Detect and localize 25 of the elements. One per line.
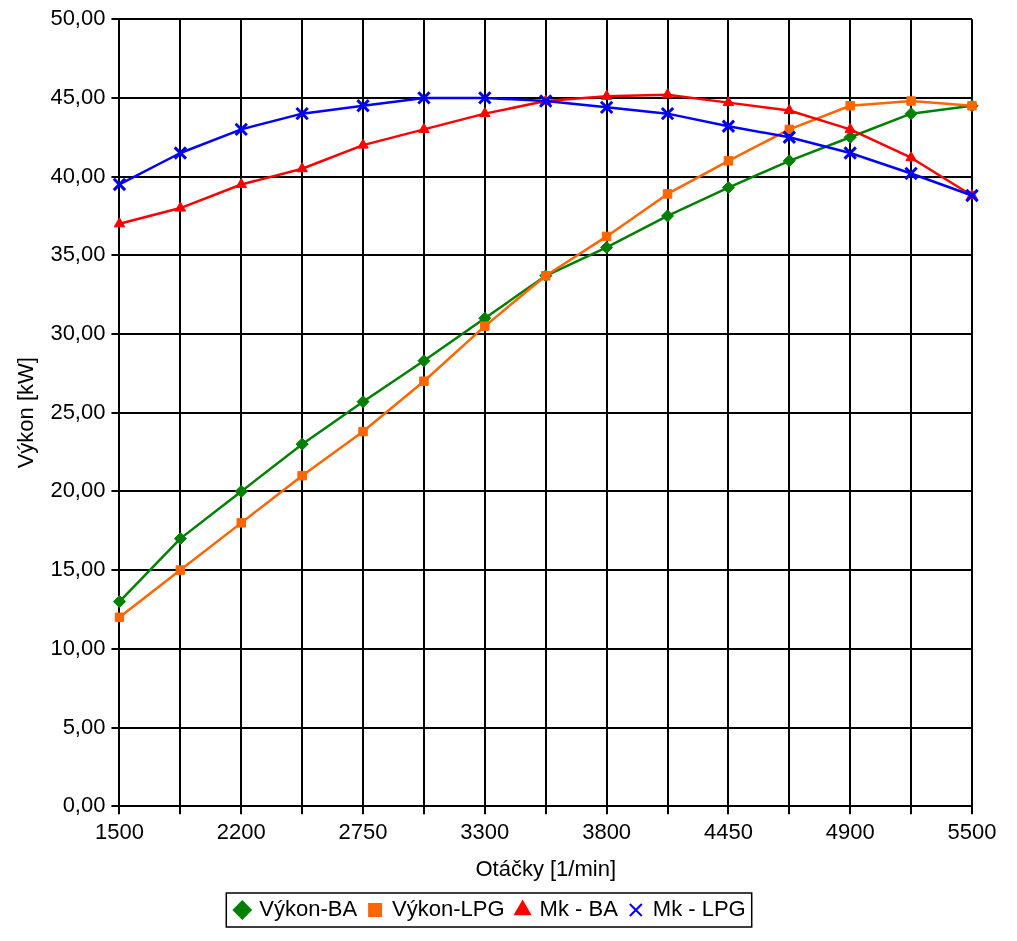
y-tick-label: 50,00 — [50, 5, 106, 31]
y-tick-label: 35,00 — [50, 241, 106, 267]
x-tick-label: 1500 — [94, 819, 144, 845]
x-tick-label: 3800 — [582, 819, 632, 845]
y-axis-title: Výkon [kW] — [13, 357, 39, 469]
x-tick-label: 4900 — [825, 819, 875, 845]
x-tick-label: 3300 — [460, 819, 510, 845]
legend-label: Mk - BA — [539, 896, 619, 922]
legend-label: Výkon-LPG — [392, 896, 505, 922]
x-tick-label: 4450 — [703, 819, 753, 845]
legend-label: Mk - LPG — [652, 896, 746, 922]
x-tick-label: 5500 — [947, 819, 997, 845]
legend-label: Výkon-BA — [259, 896, 358, 922]
x-tick-label: 2750 — [338, 819, 388, 845]
x-tick-label: 2200 — [216, 819, 266, 845]
y-tick-label: 15,00 — [50, 556, 106, 582]
y-tick-label: 45,00 — [50, 83, 106, 109]
y-tick-label: 20,00 — [50, 477, 106, 503]
y-tick-label: 30,00 — [50, 320, 106, 346]
y-tick-label: 10,00 — [50, 634, 106, 660]
y-tick-label: 40,00 — [50, 162, 106, 188]
x-axis-title: Otáčky [1/min] — [475, 855, 617, 881]
y-tick-label: 25,00 — [50, 398, 106, 424]
y-tick-label: 0,00 — [62, 792, 106, 818]
y-tick-label: 5,00 — [62, 713, 106, 739]
